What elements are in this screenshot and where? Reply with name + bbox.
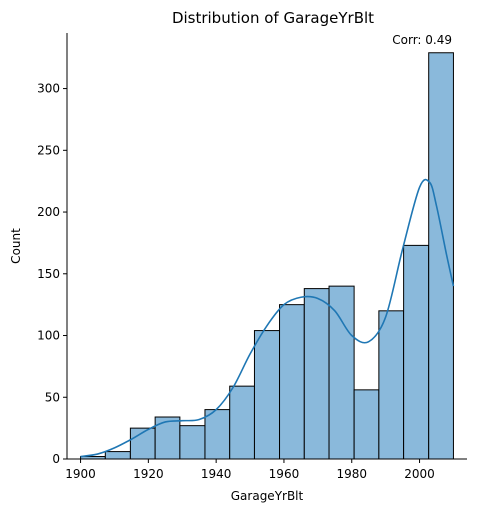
y-tick-label: 250: [37, 143, 60, 157]
y-axis-label: Count: [9, 228, 23, 264]
y-tick-label: 0: [52, 452, 60, 466]
x-axis-label: GarageYrBlt: [231, 489, 304, 503]
x-tick-label: 1980: [336, 467, 367, 481]
y-tick-label: 200: [37, 205, 60, 219]
x-tick-label: 1900: [65, 467, 96, 481]
histogram-bar-13: [378, 310, 405, 460]
histogram-bar-10: [303, 288, 330, 460]
histogram-bars: [80, 52, 454, 460]
histogram-bar-9: [279, 304, 305, 460]
histogram-bar-2: [104, 451, 131, 460]
histogram-bar-12: [353, 389, 380, 460]
histogram-bar-14: [403, 244, 430, 460]
histogram-bar-11: [328, 285, 355, 460]
histogram-bar-7: [229, 385, 255, 460]
x-tick-label: 1960: [269, 467, 300, 481]
chart-title: Distribution of GarageYrBlt: [172, 9, 374, 27]
histogram-bar-4: [154, 416, 181, 460]
x-tick-label: 1920: [133, 467, 164, 481]
x-tick-label: 2000: [404, 467, 435, 481]
y-tick-label: 100: [37, 329, 60, 343]
y-tick-label: 150: [37, 267, 60, 281]
histogram-bar-6: [204, 409, 231, 460]
correlation-annotation: Corr: 0.49: [392, 33, 452, 47]
x-tick-label: 1940: [201, 467, 232, 481]
x-axis-ticks: 1900 1920 1940 1960 1980 2000: [65, 459, 435, 481]
y-tick-label: 300: [37, 82, 60, 96]
histogram-bar-15: [428, 52, 454, 460]
histogram-bar-8: [253, 330, 281, 460]
y-tick-label: 50: [45, 390, 60, 404]
kde-curve: [80, 178, 455, 458]
y-axis-ticks: 0 50 100 150 200 250 300: [37, 82, 67, 466]
histogram-bar-5: [179, 425, 206, 460]
